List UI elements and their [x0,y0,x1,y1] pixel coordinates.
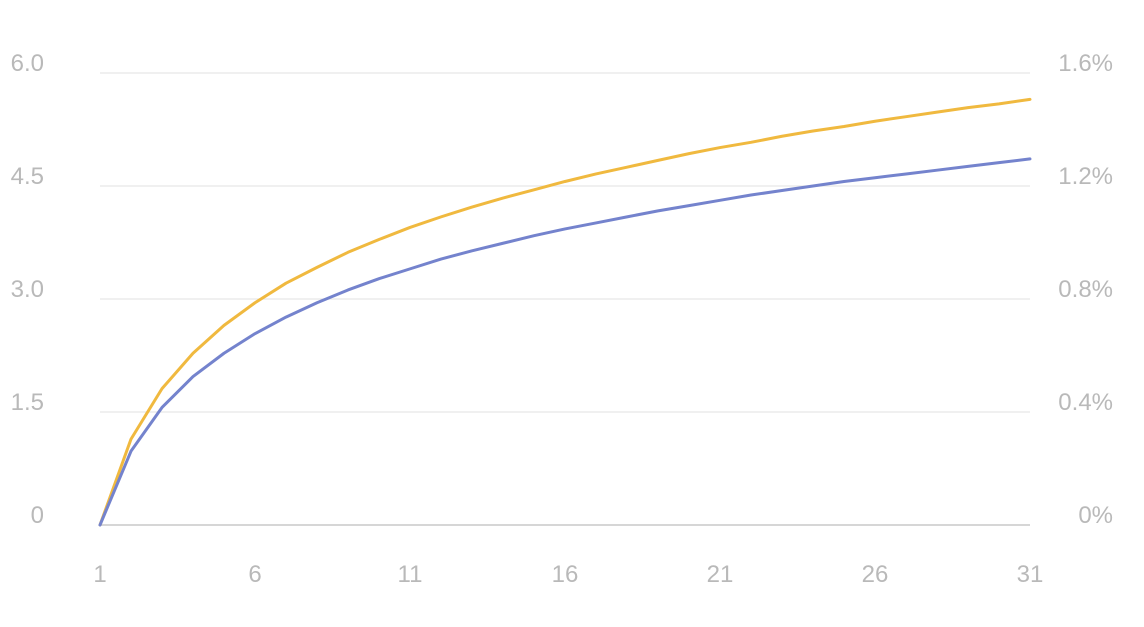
x-tick-label: 31 [1017,561,1044,588]
y2-tick-label: 1.2% [1058,163,1113,190]
y2-tick-label: 0.8% [1058,276,1113,303]
y-tick-label: 6.0 [11,50,44,77]
y-axis-left-ticks: 0 1.5 3.0 4.5 6.0 [11,50,44,529]
x-tick-label: 21 [707,561,734,588]
x-tick-label: 16 [552,561,579,588]
y2-tick-label: 0% [1078,502,1113,529]
x-tick-label: 11 [398,561,423,588]
x-axis-ticks: 1 6 11 16 21 26 31 [93,561,1043,588]
y2-tick-label: 1.6% [1058,50,1113,77]
y-tick-label: 3.0 [11,276,44,303]
series-line-1 [98,97,1032,527]
x-tick-label: 1 [93,561,106,588]
y-tick-label: 1.5 [11,389,44,416]
y-tick-label: 4.5 [11,163,44,190]
y-axis-right-ticks: 0% 0.4% 0.8% 1.2% 1.6% [1058,50,1113,529]
x-tick-label: 6 [248,561,261,588]
gridlines [100,72,1030,526]
series-lines [98,97,1032,527]
y2-tick-label: 0.4% [1058,389,1113,416]
x-tick-label: 26 [862,561,889,588]
y-tick-label: 0 [31,502,44,529]
series-line-2 [98,157,1032,527]
